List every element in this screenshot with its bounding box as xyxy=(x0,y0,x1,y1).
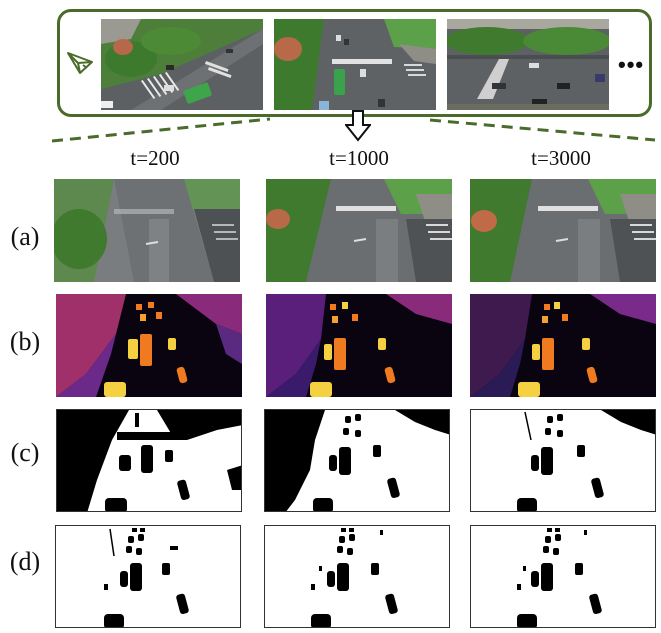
panel-c-t200 xyxy=(56,409,242,512)
panel-c-t1000 xyxy=(264,409,450,512)
panel-d-t3000 xyxy=(470,525,656,628)
row-label-d: (d) xyxy=(9,547,41,576)
panel-b-t3000 xyxy=(470,294,656,397)
column-label-t3000: t=3000 xyxy=(531,146,591,170)
panel-a-t3000 xyxy=(470,179,656,282)
panel-d-t1000 xyxy=(264,525,450,628)
traffic-frame-2 xyxy=(274,19,436,110)
column-label-t200: t=200 xyxy=(130,146,180,170)
camera-icon xyxy=(67,52,93,74)
traffic-frame-1 xyxy=(101,19,263,110)
panel-c-t3000 xyxy=(470,409,656,512)
row-label-c: (c) xyxy=(10,438,40,467)
more-frames-ellipsis: ••• xyxy=(618,52,645,77)
traffic-frame-3 xyxy=(447,19,609,110)
panel-b-t1000 xyxy=(266,294,452,397)
dashed-zoom-lines xyxy=(51,117,656,143)
row-label-b: (b) xyxy=(9,327,41,356)
column-label-t1000: t=1000 xyxy=(329,146,389,170)
panel-a-t1000 xyxy=(266,179,452,282)
panel-a-t200 xyxy=(54,179,240,282)
row-label-a: (a) xyxy=(10,222,40,251)
down-arrow-icon xyxy=(345,110,371,142)
panel-d-t200 xyxy=(55,525,241,628)
panel-b-t200 xyxy=(56,294,242,397)
